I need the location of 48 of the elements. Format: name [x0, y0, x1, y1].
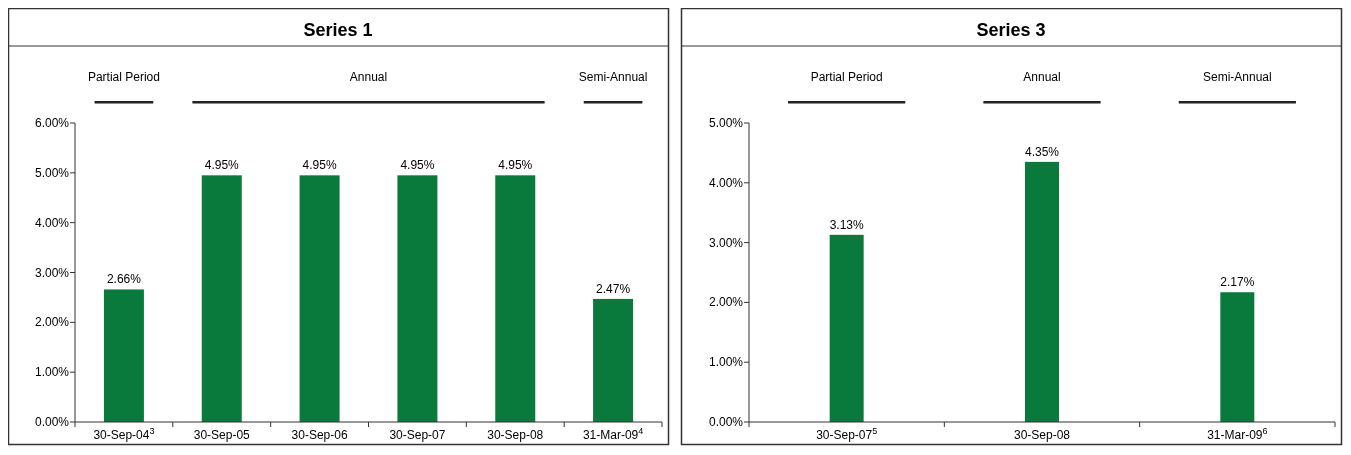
bar	[829, 234, 864, 422]
y-tick-label: 6.00%	[34, 116, 70, 130]
data-label: 4.35%	[1024, 144, 1060, 159]
text: Annual	[349, 70, 388, 84]
y-tick-label: 1.00%	[34, 365, 70, 380]
y-tick-label: 0.00%	[34, 415, 70, 429]
text: Partial Period	[87, 70, 160, 84]
text: Semi-Annual	[1202, 70, 1272, 84]
y-tick-label: 3.00%	[34, 265, 70, 280]
bar	[495, 175, 536, 422]
data-label: 2.66%	[106, 272, 142, 287]
text: Partial Period	[810, 70, 883, 84]
y-tick-label: 5.00%	[708, 116, 744, 130]
text: Annual	[1023, 70, 1061, 84]
x-tick-label: 31-Mar-09$^{4}$	[582, 426, 644, 442]
y-tick-label: 2.00%	[34, 315, 70, 330]
chart-title: Series 3	[976, 20, 1046, 40]
y-tick-label: 5.00%	[34, 165, 70, 180]
bar	[1220, 292, 1255, 422]
x-tick-label: 30-Sep-05	[193, 428, 251, 442]
y-tick-label: 4.00%	[34, 215, 70, 230]
x-tick-label: 30-Sep-04$^{3}$	[93, 426, 155, 442]
y-tick-label: 0.00%	[708, 415, 744, 429]
y-tick-label: 1.00%	[708, 355, 744, 370]
x-tick-label: 31-Mar-09$^{6}$	[1207, 426, 1268, 442]
y-tick-label: 2.00%	[708, 295, 744, 310]
bar	[397, 175, 438, 422]
x-tick-label: 30-Sep-08	[487, 428, 544, 442]
x-tick-label: 30-Sep-06	[291, 428, 348, 442]
data-label: 2.47%	[596, 281, 631, 296]
bar	[593, 298, 634, 422]
x-tick-label: 30-Sep-08	[1013, 428, 1071, 442]
x-tick-label: 30-Sep-07$^{5}$	[816, 426, 878, 442]
data-label: 2.17%	[1220, 275, 1255, 290]
bar	[201, 175, 242, 422]
y-tick-label: 4.00%	[708, 175, 744, 190]
data-label: 3.13%	[829, 217, 865, 232]
bar	[1025, 161, 1059, 422]
data-label: 4.95%	[498, 158, 533, 173]
data-label: 4.95%	[400, 158, 435, 173]
bar	[103, 289, 144, 422]
data-label: 4.95%	[204, 158, 240, 173]
data-label: 4.95%	[302, 158, 337, 173]
x-tick-label: 30-Sep-07	[389, 428, 446, 442]
bar	[299, 175, 340, 422]
text: Semi-Annual	[578, 70, 648, 84]
y-tick-label: 3.00%	[708, 235, 744, 250]
chart-title: Series 1	[303, 20, 373, 40]
